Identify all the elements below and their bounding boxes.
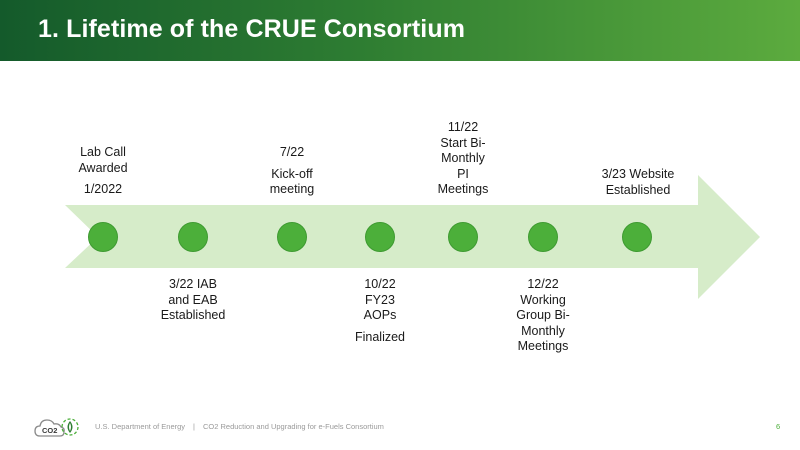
milestone-text: Established <box>605 182 671 197</box>
milestone-date: 10/22 <box>364 277 396 291</box>
milestone-working-group: 12/22 Working Group Bi- Monthly Meetings <box>498 277 588 355</box>
milestone-kickoff: 7/22 Kick-off meeting <box>247 145 337 198</box>
footer-separator: | <box>193 422 195 431</box>
logo-text: CO2 <box>42 426 57 435</box>
milestone-text: AOPs <box>363 308 397 322</box>
page-number: 6 <box>776 422 781 431</box>
milestone-text: Group Bi- <box>516 308 570 322</box>
milestone-text: FY23 <box>365 292 395 307</box>
crue-logo-icon: CO2 <box>34 412 80 442</box>
milestone-text: Awarded <box>78 160 128 175</box>
milestone-dot-5 <box>448 222 478 252</box>
milestone-text: 3/23 Website <box>601 167 675 181</box>
footer-text: U.S. Department of Energy | CO2 Reduction … <box>95 422 384 431</box>
milestone-date: 7/22 <box>279 145 305 159</box>
milestone-text: Start Bi- <box>440 135 486 150</box>
milestone-dot-7 <box>622 222 652 252</box>
milestone-text: Meetings <box>437 182 489 196</box>
milestone-date: 11/22 <box>447 120 479 134</box>
milestone-dot-3 <box>277 222 307 252</box>
milestone-text: Working <box>520 292 566 307</box>
milestone-text: Kick-off <box>271 166 313 181</box>
milestone-date: 12/22 <box>527 277 559 291</box>
milestone-date: 1/2022 <box>83 182 123 196</box>
footer-consortium: CO2 Reduction and Upgrading for e-Fuels … <box>203 422 384 431</box>
milestone-pi-meetings: 11/22 Start Bi- Monthly PI Meetings <box>418 120 508 198</box>
milestone-text: Meetings <box>517 339 569 353</box>
milestone-iab-eab: 3/22 IAB and EAB Established <box>148 277 238 324</box>
milestone-text: Monthly <box>441 151 485 165</box>
milestone-text: Lab Call <box>80 145 126 159</box>
milestone-text: Monthly <box>521 323 565 338</box>
milestone-website: 3/23 Website Established <box>587 167 689 198</box>
milestone-dot-2 <box>178 222 208 252</box>
milestone-text: 3/22 IAB <box>169 277 217 291</box>
footer-org: U.S. Department of Energy <box>95 422 186 431</box>
milestone-dot-6 <box>528 222 558 252</box>
milestone-dot-1 <box>88 222 118 252</box>
slide-title: 1. Lifetime of the CRUE Consortium <box>38 15 466 43</box>
milestone-lab-call: Lab Call Awarded 1/2022 <box>58 145 148 198</box>
milestone-text: and EAB <box>168 292 218 307</box>
milestone-text: Established <box>160 308 226 322</box>
milestone-text: meeting <box>269 182 315 196</box>
title-bar: 1. Lifetime of the CRUE Consortium <box>0 0 800 61</box>
milestone-text: Finalized <box>354 329 406 344</box>
milestone-fy23-aops: 10/22 FY23 AOPs Finalized <box>335 277 425 345</box>
milestone-text: PI <box>457 166 469 181</box>
milestone-dot-4 <box>365 222 395 252</box>
